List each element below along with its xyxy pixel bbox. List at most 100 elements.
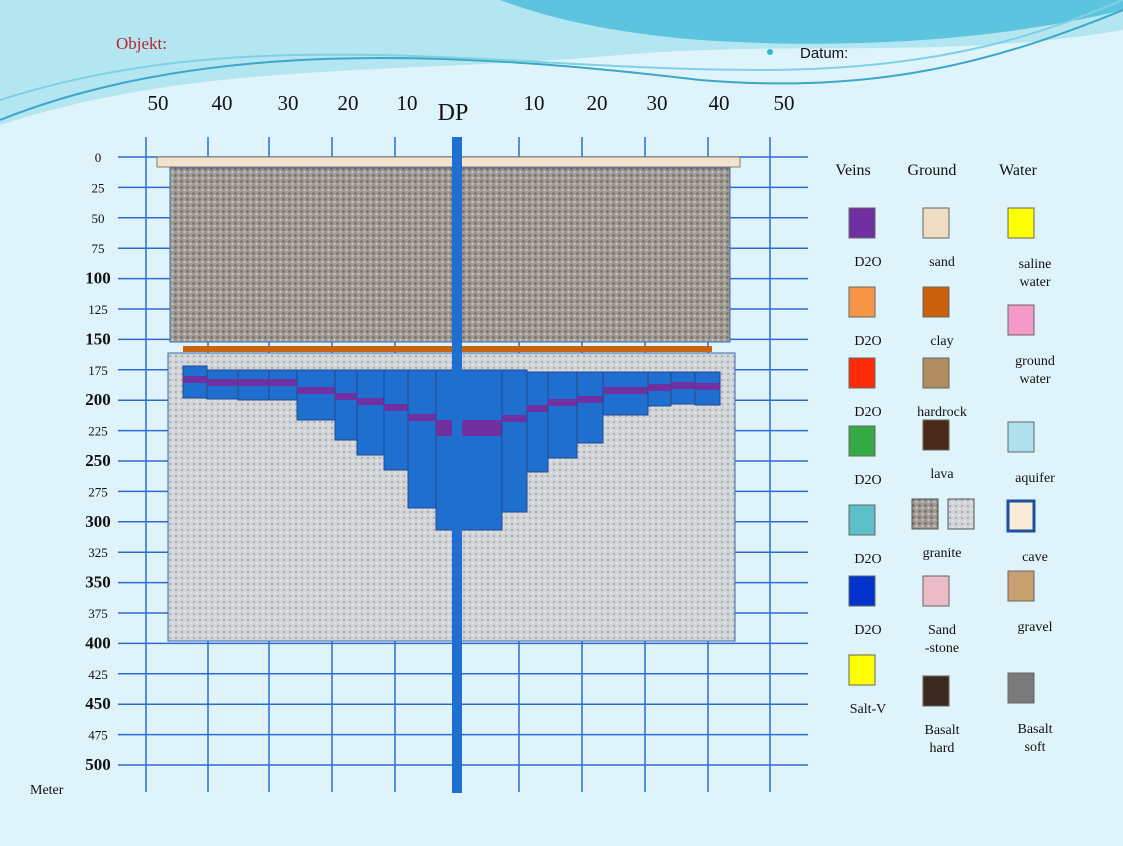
vein-band [183, 376, 207, 383]
legend-label: Basalt hard [925, 723, 960, 756]
depth-label: 350 [85, 573, 111, 592]
depth-label: 50 [92, 211, 105, 226]
legend-label: D2O [854, 552, 881, 567]
vein-band [408, 414, 436, 421]
legend-swatch [922, 286, 950, 318]
legend-swatch [1006, 499, 1036, 533]
depth-label: 325 [88, 545, 108, 560]
legend-swatch [848, 207, 876, 239]
vein-band [648, 384, 671, 391]
legend-label: lava [930, 467, 954, 482]
vein-column [334, 369, 358, 441]
vein-column [576, 371, 604, 444]
legend-swatch [848, 357, 876, 389]
distance-label: 10 [524, 91, 545, 115]
legend-label-line: saline [1019, 257, 1052, 272]
legend-swatch [1007, 207, 1035, 239]
distance-label: 10 [397, 91, 418, 115]
distance-label: 50 [148, 91, 169, 115]
legend-swatch [1007, 672, 1035, 704]
vein-band [577, 396, 603, 403]
legend-label: D2O [854, 623, 881, 638]
legend-label-line: D2O [854, 255, 881, 270]
legend-swatch [848, 575, 876, 607]
date-label: Datum: [800, 45, 848, 62]
legend-swatch [922, 207, 950, 239]
legend-swatch [1007, 421, 1035, 453]
legend-label-line: Sand [928, 623, 956, 638]
legend-label-line: D2O [854, 552, 881, 567]
sand-layer [156, 156, 741, 168]
legend-label-line: clay [930, 334, 953, 349]
vein-column [407, 369, 437, 509]
legend-label-line: D2O [854, 334, 881, 349]
legend-label-line: Basalt [1018, 722, 1053, 737]
vein-band [269, 379, 297, 386]
vein-band [502, 415, 527, 422]
legend-swatch [1007, 304, 1035, 336]
vein-column [296, 369, 336, 421]
depth-label: 100 [85, 269, 111, 288]
vein-band [527, 405, 548, 412]
legend-swatch [848, 504, 876, 536]
legend-label: Salt-V [850, 702, 887, 717]
legend-label: D2O [854, 405, 881, 420]
legend-label: D2O [854, 255, 881, 270]
legend-label-line: gravel [1018, 620, 1053, 635]
legend-label-line: lava [930, 467, 954, 482]
object-label: Objekt: [116, 34, 167, 53]
legend-label-line: granite [923, 546, 962, 561]
legend-label: gravel [1018, 620, 1053, 635]
legend-label-line: ground [1015, 354, 1055, 369]
legend-header: Water [999, 162, 1037, 179]
depth-label: 150 [85, 329, 111, 348]
vein-band [384, 404, 408, 411]
distance-label: 40 [212, 91, 233, 115]
legend-label-line: D2O [854, 405, 881, 420]
legend-label-line: hard [930, 741, 955, 756]
legend-label: D2O [854, 334, 881, 349]
granite-layer [169, 167, 731, 343]
vein-column [383, 369, 409, 471]
legend-label-line: sand [929, 255, 955, 270]
legend-label-line: D2O [854, 473, 881, 488]
vein-band [436, 420, 502, 436]
legend-label-line: Salt-V [850, 702, 887, 717]
vein-column [435, 369, 503, 531]
legend-swatch [922, 675, 950, 707]
legend-swatch [911, 498, 939, 530]
legend-header: Veins [835, 162, 871, 179]
distance-label: DP [438, 100, 469, 126]
legend-label-line: soft [1025, 740, 1046, 755]
legend-swatch [922, 575, 950, 607]
legend-label: ground water [1015, 354, 1055, 387]
legend-label: saline water [1019, 257, 1052, 290]
legend-header: Ground [908, 162, 957, 179]
legend-label: Sand -stone [925, 623, 959, 656]
depth-label: 500 [85, 755, 111, 774]
distance-label: 20 [587, 91, 608, 115]
depth-label: 275 [88, 484, 108, 499]
vein-band [207, 379, 238, 386]
drill-point-line [452, 137, 462, 793]
bullet [767, 49, 773, 55]
depth-label: 225 [88, 424, 108, 439]
legend-label-line: Basalt [925, 723, 960, 738]
distance-label: 50 [774, 91, 795, 115]
depth-label: 400 [85, 633, 111, 652]
depth-label: 425 [88, 667, 108, 682]
legend-label: cave [1022, 550, 1048, 565]
depth-label: 375 [88, 606, 108, 621]
depth-label: 0 [95, 150, 102, 165]
depth-label: 475 [88, 728, 108, 743]
legend-label-line: hardrock [917, 405, 967, 420]
legend-label: aquifer [1015, 471, 1055, 486]
legend-label-line: water [1019, 372, 1050, 387]
vein-column [547, 371, 578, 459]
vein-band [238, 379, 269, 386]
depth-label: 125 [88, 302, 108, 317]
distance-label: 30 [647, 91, 668, 115]
vein-column [526, 371, 549, 473]
legend-swatch [848, 425, 876, 457]
